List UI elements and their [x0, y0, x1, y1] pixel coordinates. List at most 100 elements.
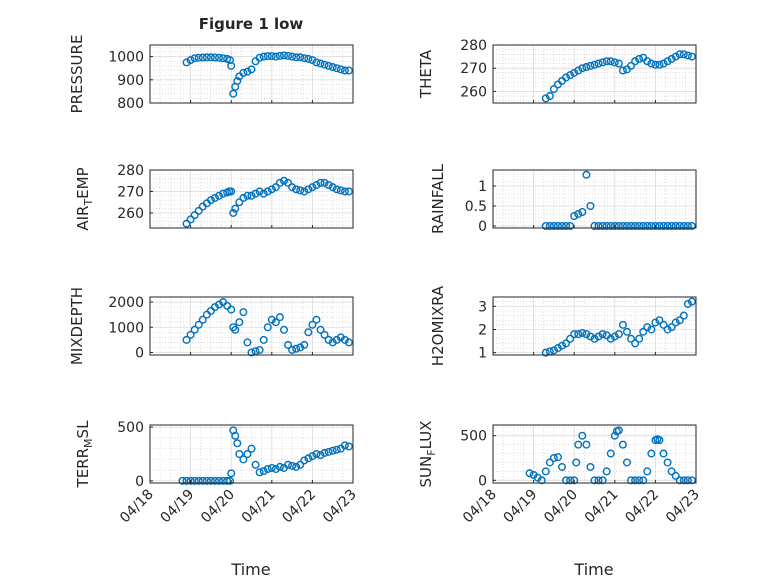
data-point — [304, 54, 313, 63]
data-point — [328, 183, 337, 192]
data-point — [639, 327, 648, 336]
data-point — [227, 469, 236, 478]
data-point — [578, 207, 587, 216]
data-point — [259, 335, 268, 344]
data-point — [614, 59, 623, 68]
data-point — [344, 338, 353, 347]
data-point — [243, 191, 252, 200]
axes-box — [149, 424, 354, 484]
data-point — [549, 454, 558, 463]
data-point — [190, 476, 199, 485]
data-point — [247, 65, 256, 74]
data-point — [590, 334, 599, 343]
data-point — [566, 71, 575, 80]
data-point — [655, 221, 664, 230]
data-point — [663, 221, 672, 230]
data-point — [598, 330, 607, 339]
plot-area — [150, 45, 353, 103]
plot-area — [150, 425, 353, 483]
data-point — [304, 185, 313, 194]
data-point — [610, 332, 619, 341]
data-point — [296, 53, 305, 62]
data-series — [182, 176, 353, 228]
data-point — [288, 52, 297, 61]
data-point — [288, 345, 297, 354]
data-point — [328, 338, 337, 347]
y-axis-label: THETA — [417, 49, 435, 99]
data-point — [570, 211, 579, 220]
data-point — [190, 325, 199, 334]
data-point — [655, 436, 664, 445]
data-point — [332, 445, 341, 454]
data-point — [186, 215, 195, 224]
data-point — [618, 221, 627, 230]
data-point — [643, 323, 652, 332]
subplot-mixdepth: 0 1000 2000 MIXDEPTH — [68, 287, 354, 365]
data-point — [267, 463, 276, 472]
data-point — [635, 476, 644, 485]
data-point — [622, 221, 631, 230]
data-point — [215, 300, 224, 309]
data-point — [647, 449, 656, 458]
data-point — [675, 316, 684, 325]
y-tick-label: 280 — [117, 163, 144, 179]
data-point — [578, 328, 587, 337]
data-series — [541, 297, 696, 357]
data-point — [590, 60, 599, 69]
data-point — [328, 63, 337, 72]
data-point — [255, 345, 264, 354]
data-point — [574, 66, 583, 75]
data-point — [627, 334, 636, 343]
x-tick-label: 04/21 — [582, 487, 622, 527]
data-point — [558, 341, 567, 350]
y-tick-label: 0 — [478, 219, 487, 235]
data-point — [219, 54, 228, 63]
plot-area — [150, 297, 353, 355]
y-tick-label: 260 — [117, 206, 144, 222]
data-point — [558, 221, 567, 230]
data-point — [296, 343, 305, 352]
y-tick-label: 1 — [478, 346, 487, 362]
data-point — [316, 325, 325, 334]
data-point — [324, 61, 333, 70]
data-point — [586, 61, 595, 70]
data-point — [227, 305, 236, 314]
data-point — [235, 450, 244, 459]
data-point — [610, 221, 619, 230]
plot-area — [493, 170, 696, 228]
data-point — [602, 467, 611, 476]
y-tick-label: 0 — [478, 473, 487, 489]
y-axis-label: SUNFLUX — [417, 421, 438, 488]
data-point — [243, 338, 252, 347]
data-point — [639, 221, 648, 230]
data-point — [239, 308, 248, 317]
data-point — [300, 54, 309, 63]
data-series — [182, 51, 353, 98]
data-series — [525, 426, 696, 485]
data-point — [675, 50, 684, 59]
data-point — [667, 467, 676, 476]
data-point — [194, 53, 203, 62]
data-point — [667, 221, 676, 230]
data-point — [647, 221, 656, 230]
y-axis-label: PRESSURE — [68, 35, 86, 114]
data-point — [651, 60, 660, 69]
data-point — [308, 183, 317, 192]
data-point — [336, 186, 345, 195]
x-tick-label: 04/23 — [320, 487, 360, 527]
data-point — [332, 335, 341, 344]
data-point — [292, 344, 301, 353]
y-tick-label: 500 — [117, 420, 144, 436]
data-point — [618, 440, 627, 449]
data-point — [284, 178, 293, 187]
subplot-terr-msl: 0 500 04/18 04/19 04/20 04/21 04/22 04/23 TERRMS… — [74, 420, 360, 526]
data-point — [582, 330, 591, 339]
data-point — [586, 201, 595, 210]
data-point — [190, 211, 199, 220]
data-point — [235, 198, 244, 207]
data-point — [683, 476, 692, 485]
data-series — [178, 426, 353, 485]
data-point — [279, 325, 288, 334]
data-point — [332, 64, 341, 73]
data-point — [606, 334, 615, 343]
